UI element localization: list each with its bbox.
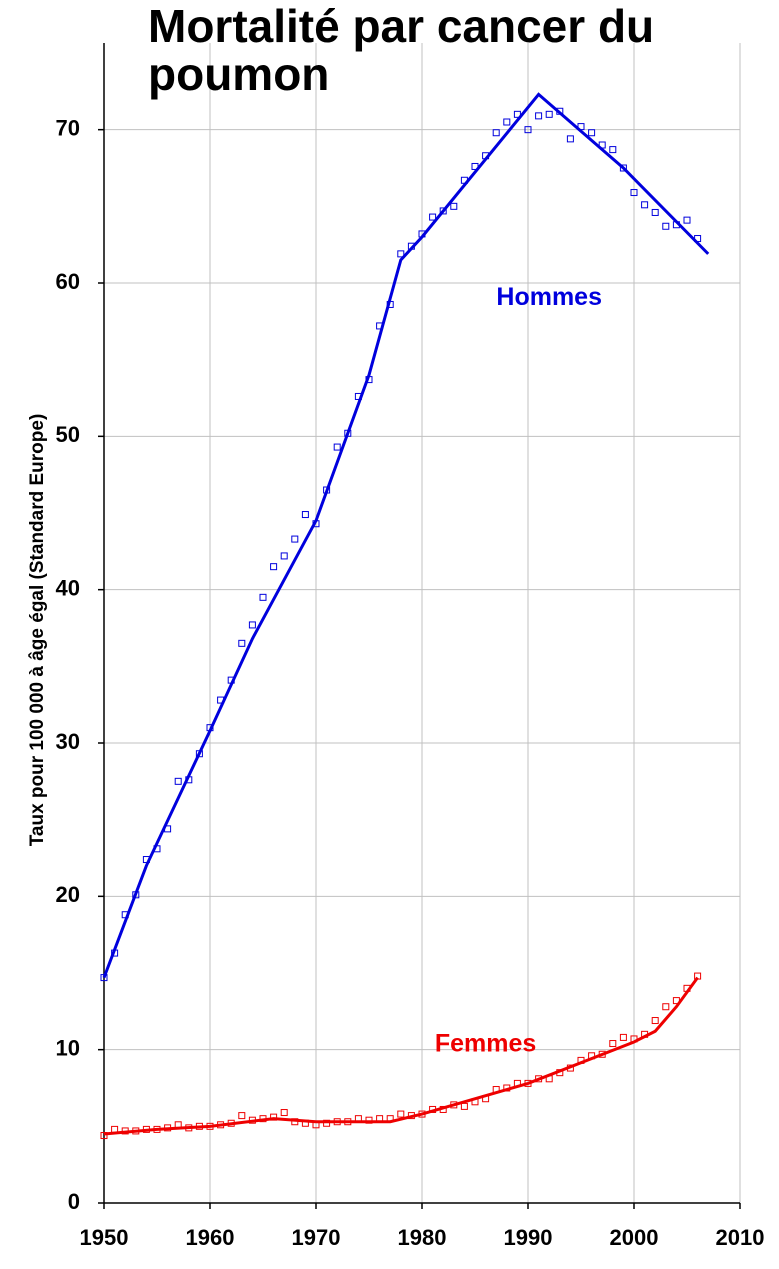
data-point [630, 189, 638, 197]
data-point [651, 1017, 659, 1025]
data-point [238, 639, 246, 647]
data-point [503, 118, 511, 126]
data-point [641, 201, 649, 209]
data-point [662, 222, 670, 230]
data-point [651, 208, 659, 216]
data-point [588, 129, 596, 137]
x-tick-label: 1990 [504, 1225, 553, 1250]
data-point [619, 1033, 627, 1041]
x-tick-label: 2010 [716, 1225, 765, 1250]
data-point [259, 593, 267, 601]
data-point [566, 135, 574, 143]
data-point [291, 535, 299, 543]
data-point [429, 213, 437, 221]
trend-line [102, 92, 710, 979]
data-point [460, 1102, 468, 1110]
y-tick-label: 0 [68, 1189, 80, 1214]
data-point [333, 443, 341, 451]
y-tick-label: 50 [56, 422, 80, 447]
data-point [524, 126, 532, 134]
x-tick-label: 1950 [80, 1225, 129, 1250]
y-tick-label: 20 [56, 882, 80, 907]
chart-title: Mortalité par cancer du poumon [148, 0, 655, 100]
x-tick-label: 1980 [398, 1225, 447, 1250]
data-point [280, 1109, 288, 1117]
data-point [492, 129, 500, 137]
y-axis-label: Taux pour 100 000 à âge égal (Standard E… [27, 414, 48, 847]
data-point [301, 511, 309, 519]
data-point [619, 164, 627, 172]
data-point [545, 110, 553, 118]
x-tick-label: 2000 [610, 1225, 659, 1250]
y-tick-label: 40 [56, 575, 80, 600]
data-point [280, 552, 288, 560]
data-point [248, 621, 256, 629]
y-tick-label: 10 [56, 1035, 80, 1060]
data-point [450, 202, 458, 210]
data-point [397, 1110, 405, 1118]
data-point [397, 250, 405, 258]
data-point [439, 207, 447, 215]
data-point [662, 1003, 670, 1011]
y-tick-label: 70 [56, 115, 80, 140]
data-point [238, 1112, 246, 1120]
x-tick-label: 1970 [292, 1225, 341, 1250]
series-label: Femmes [435, 1030, 536, 1058]
y-tick-label: 60 [56, 269, 80, 294]
x-tick-label: 1960 [186, 1225, 235, 1250]
data-point [609, 1040, 617, 1048]
data-point [609, 146, 617, 154]
data-point [174, 777, 182, 785]
y-tick-label: 30 [56, 729, 80, 754]
data-point [683, 216, 691, 224]
data-point [270, 563, 278, 571]
trend-line [103, 976, 699, 1136]
data-point [535, 112, 543, 120]
series-label: Hommes [496, 283, 602, 311]
